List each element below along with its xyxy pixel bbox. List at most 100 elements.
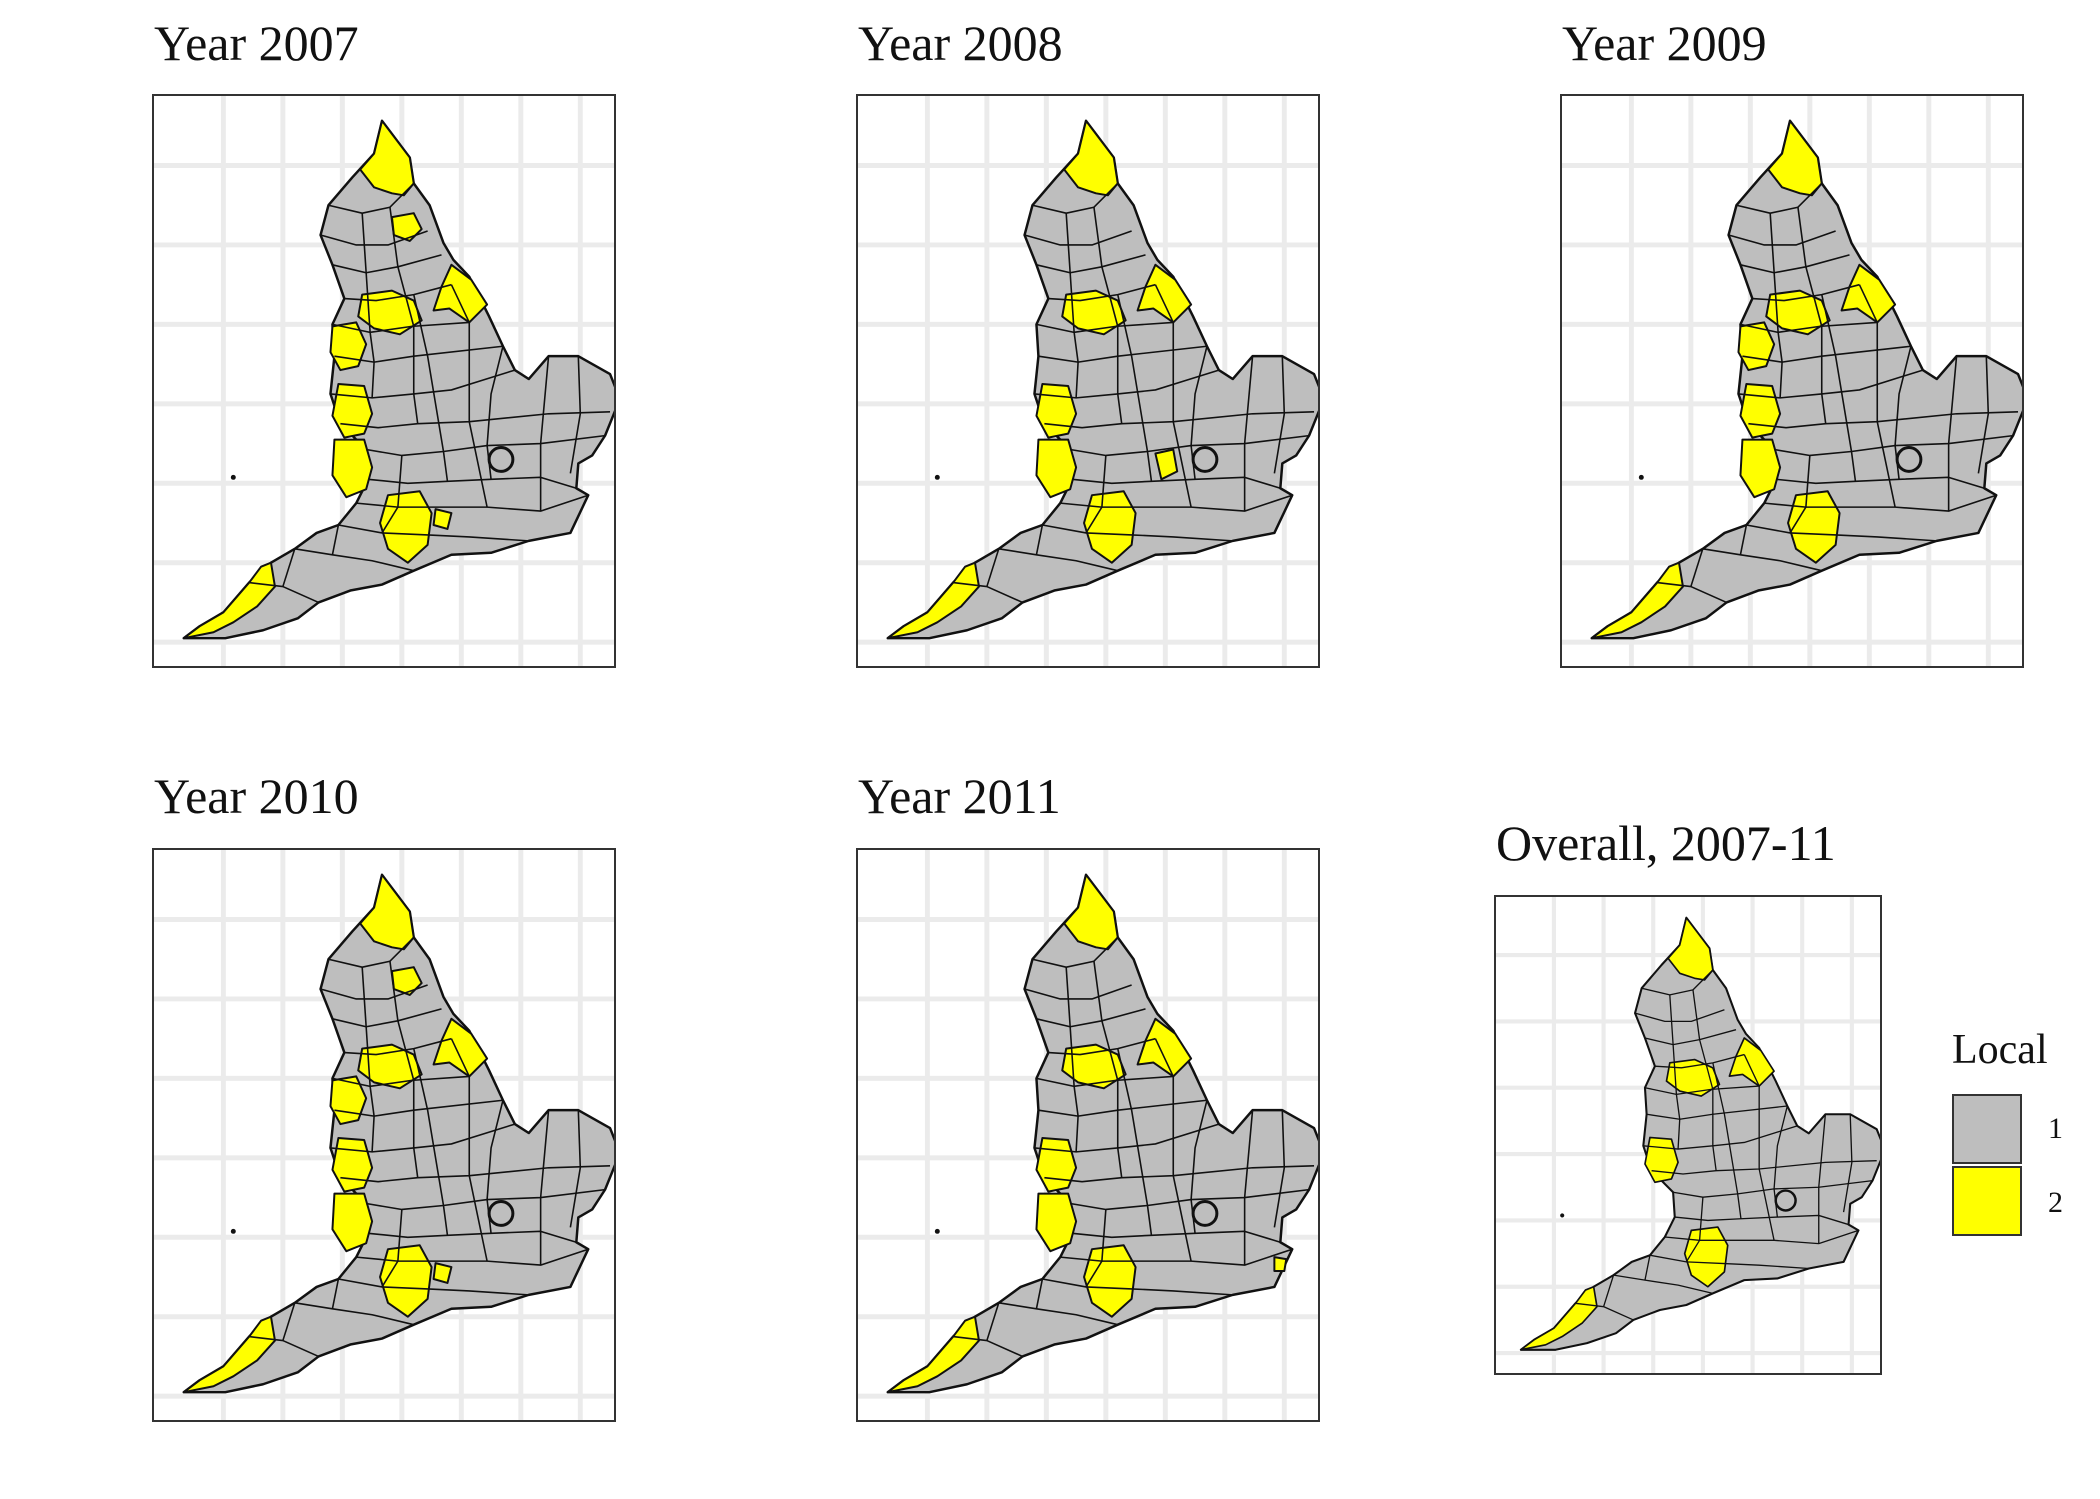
district-boundary [1042, 524, 1233, 542]
district-boundary [1818, 1114, 1827, 1244]
district-boundary [389, 207, 419, 424]
district-boundary [1036, 254, 1146, 274]
district-boundary [361, 213, 375, 398]
map-title-2008: Year 2008 [858, 15, 1063, 71]
map-title-2011: Year 2011 [858, 768, 1061, 824]
district-boundary [1575, 1302, 1634, 1321]
region-cornwall [182, 1315, 276, 1394]
region-west-yorkshire [1061, 289, 1127, 336]
london-boroughs [1774, 1189, 1797, 1212]
district-boundary [1273, 1110, 1286, 1228]
district-boundary [1070, 434, 1310, 457]
region-cheshire [1035, 1136, 1078, 1193]
district-boundary [1038, 345, 1208, 363]
district-boundary [340, 1164, 611, 1183]
region-cornwall [182, 561, 276, 640]
region-cheshire [331, 382, 374, 439]
district-boundary [1654, 1053, 1745, 1069]
region-north-east [1667, 916, 1714, 981]
district-boundary [1024, 230, 1132, 246]
district-boundary [1154, 284, 1192, 508]
district-boundary [1702, 548, 1822, 572]
england-map [1496, 897, 1880, 1373]
region-west-yorkshire [1061, 1043, 1127, 1090]
district-boundary [1657, 581, 1727, 604]
district-boundary [332, 321, 470, 334]
district-boundary [1038, 1099, 1208, 1117]
district-boundary [1672, 1179, 1873, 1198]
district-boundary [569, 356, 582, 474]
district-boundary [340, 410, 611, 429]
district-boundary [1712, 1062, 1742, 1219]
district-boundary [1243, 356, 1254, 512]
district-boundary [1774, 434, 2014, 457]
legend-key-1 [1952, 1094, 2022, 1164]
region-cornwall [1590, 561, 1684, 640]
district-boundary [1060, 494, 1293, 512]
region-wiltshire [1683, 1226, 1729, 1288]
region-east-riding [432, 1017, 489, 1078]
region-wiltshire [1787, 490, 1841, 564]
region-kent-spot [1273, 1256, 1288, 1273]
district-boundary [1065, 213, 1079, 398]
district-boundary [1035, 524, 1044, 555]
district-boundary [368, 476, 577, 490]
region-north-east [1767, 119, 1823, 197]
isles-of-scilly [1638, 474, 1644, 480]
region-shropshire [331, 438, 374, 499]
district-boundary [569, 1110, 582, 1228]
region-wiltshire [1083, 1244, 1137, 1318]
district-boundary [412, 1048, 449, 1236]
district-boundary [328, 936, 415, 968]
district-boundary [366, 434, 606, 457]
district-boundary [1739, 524, 1748, 555]
district-boundary [1085, 1209, 1107, 1288]
map-panel-2008 [856, 94, 1320, 668]
district-boundary [356, 1248, 589, 1266]
district-boundary [1746, 524, 1937, 542]
district-boundary [334, 1099, 504, 1117]
district-boundary [986, 1302, 1000, 1341]
district-boundary [1977, 356, 1990, 474]
district-boundary [450, 1038, 488, 1262]
region-cornwall [1520, 1285, 1598, 1351]
district-boundary [1740, 254, 1850, 274]
district-boundary [1664, 1229, 1859, 1245]
district-boundary [998, 1302, 1118, 1326]
district-boundary [1273, 356, 1286, 474]
region-shropshire [1739, 438, 1782, 499]
region-lancashire [329, 1075, 368, 1126]
region-cornwall [886, 561, 980, 640]
district-boundary [1690, 548, 1704, 587]
map-panel-overall [1494, 895, 1882, 1375]
region-north-east [1063, 119, 1119, 197]
isles-of-scilly [934, 1228, 940, 1234]
district-boundary [381, 1209, 403, 1288]
region-cheshire [331, 1136, 374, 1193]
district-boundary [1085, 455, 1107, 534]
region-north-east [359, 119, 415, 197]
district-boundary [344, 283, 452, 302]
district-boundary [1036, 1075, 1174, 1088]
district-boundary [1044, 410, 1315, 429]
region-wiltshire [379, 1244, 433, 1318]
region-east-riding [432, 263, 489, 324]
map-panel-2007 [152, 94, 616, 668]
district-boundary [1736, 182, 1823, 214]
district-boundary [1764, 494, 1997, 512]
region-lancashire [1737, 321, 1776, 372]
map-panel-2009 [1560, 94, 2024, 668]
region-west-yorkshire [357, 289, 423, 336]
isles-of-scilly [934, 474, 940, 480]
region-west-yorkshire [357, 1043, 423, 1090]
district-boundary [998, 548, 1118, 572]
district-boundary [366, 1188, 606, 1211]
district-boundary [1674, 1214, 1849, 1226]
england-map [858, 850, 1318, 1420]
district-boundary [1644, 1255, 1651, 1281]
district-boundary [1065, 967, 1079, 1152]
map-title-overall: Overall, 2007-11 [1496, 815, 1836, 871]
london-boroughs [1895, 446, 1923, 473]
region-cheshire [1739, 382, 1782, 439]
district-boundary [1692, 989, 1717, 1171]
